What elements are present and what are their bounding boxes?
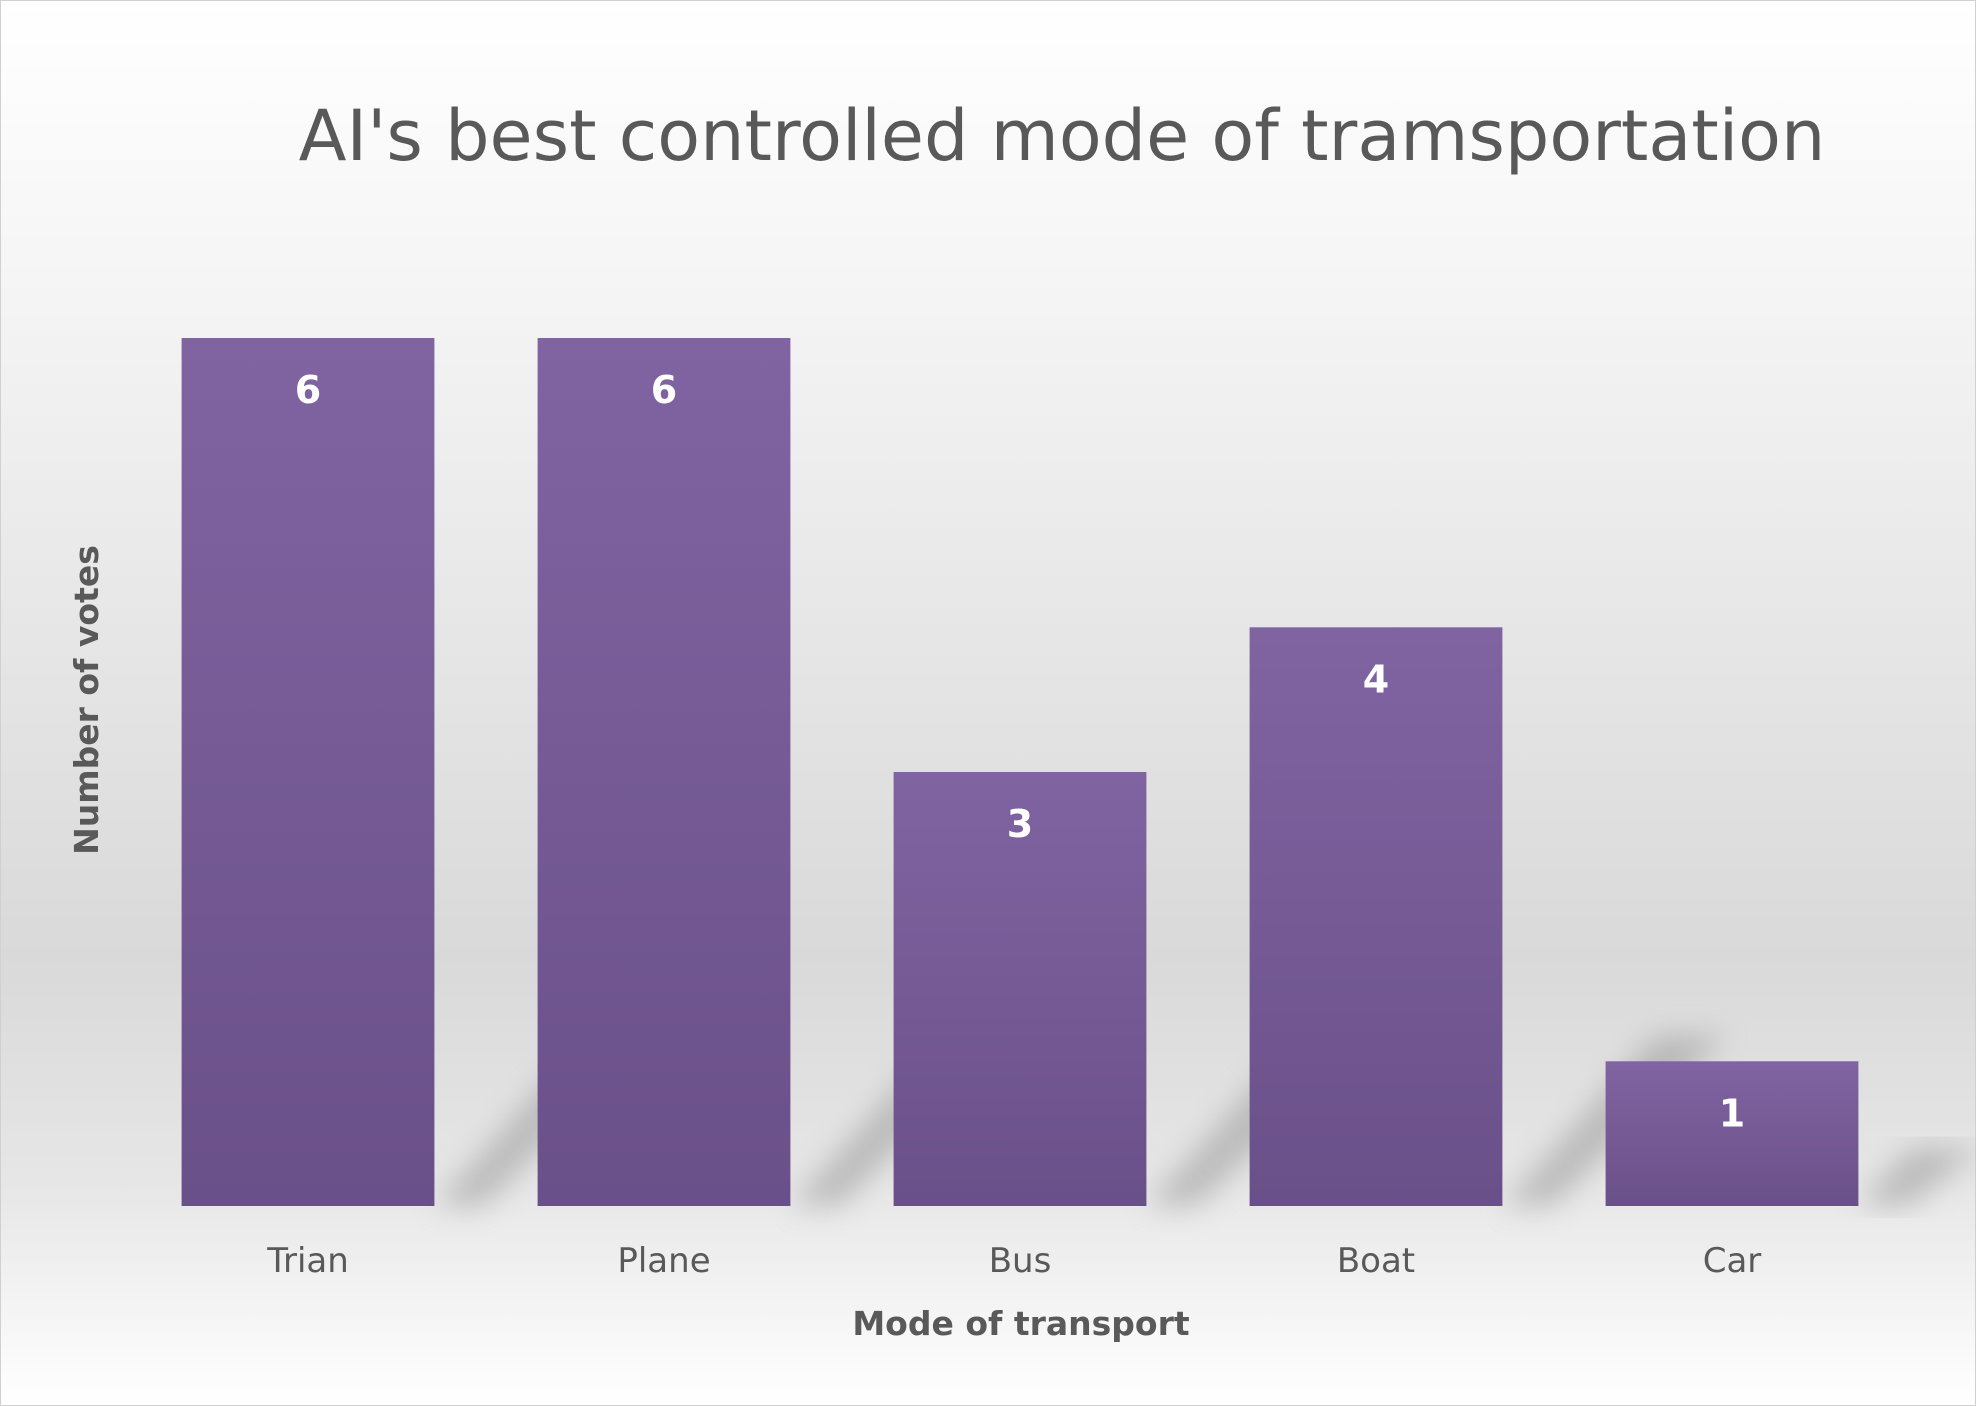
data-label-car: 1	[1719, 1091, 1745, 1135]
chart-title: AI's best controlled mode of tramsportat…	[299, 95, 1826, 177]
x-tick-label-plane: Plane	[617, 1241, 710, 1281]
data-label-boat: 4	[1363, 657, 1389, 701]
data-label-bus: 3	[1007, 802, 1033, 846]
data-label-trian: 6	[295, 368, 321, 412]
data-labels: 6 6 3 4 1	[295, 368, 1745, 1135]
x-tick-label-trian: Trian	[266, 1241, 349, 1281]
bar-plane	[537, 338, 791, 1206]
x-axis-title: Mode of transport	[852, 1304, 1190, 1343]
bar-boat	[1249, 627, 1503, 1206]
data-label-plane: 6	[651, 368, 677, 412]
x-axis-tick-labels: Trian Plane Bus Boat Car	[266, 1241, 1761, 1281]
x-tick-label-car: Car	[1703, 1241, 1762, 1281]
bars	[181, 338, 1859, 1206]
x-tick-label-boat: Boat	[1337, 1241, 1415, 1281]
bar-trian	[181, 338, 435, 1206]
x-tick-label-bus: Bus	[989, 1241, 1052, 1281]
y-axis-title: Number of votes	[67, 545, 106, 855]
bar-car	[1605, 1061, 1859, 1206]
bar-shadow-car	[1858, 1148, 1976, 1206]
bar-bus	[893, 772, 1147, 1206]
